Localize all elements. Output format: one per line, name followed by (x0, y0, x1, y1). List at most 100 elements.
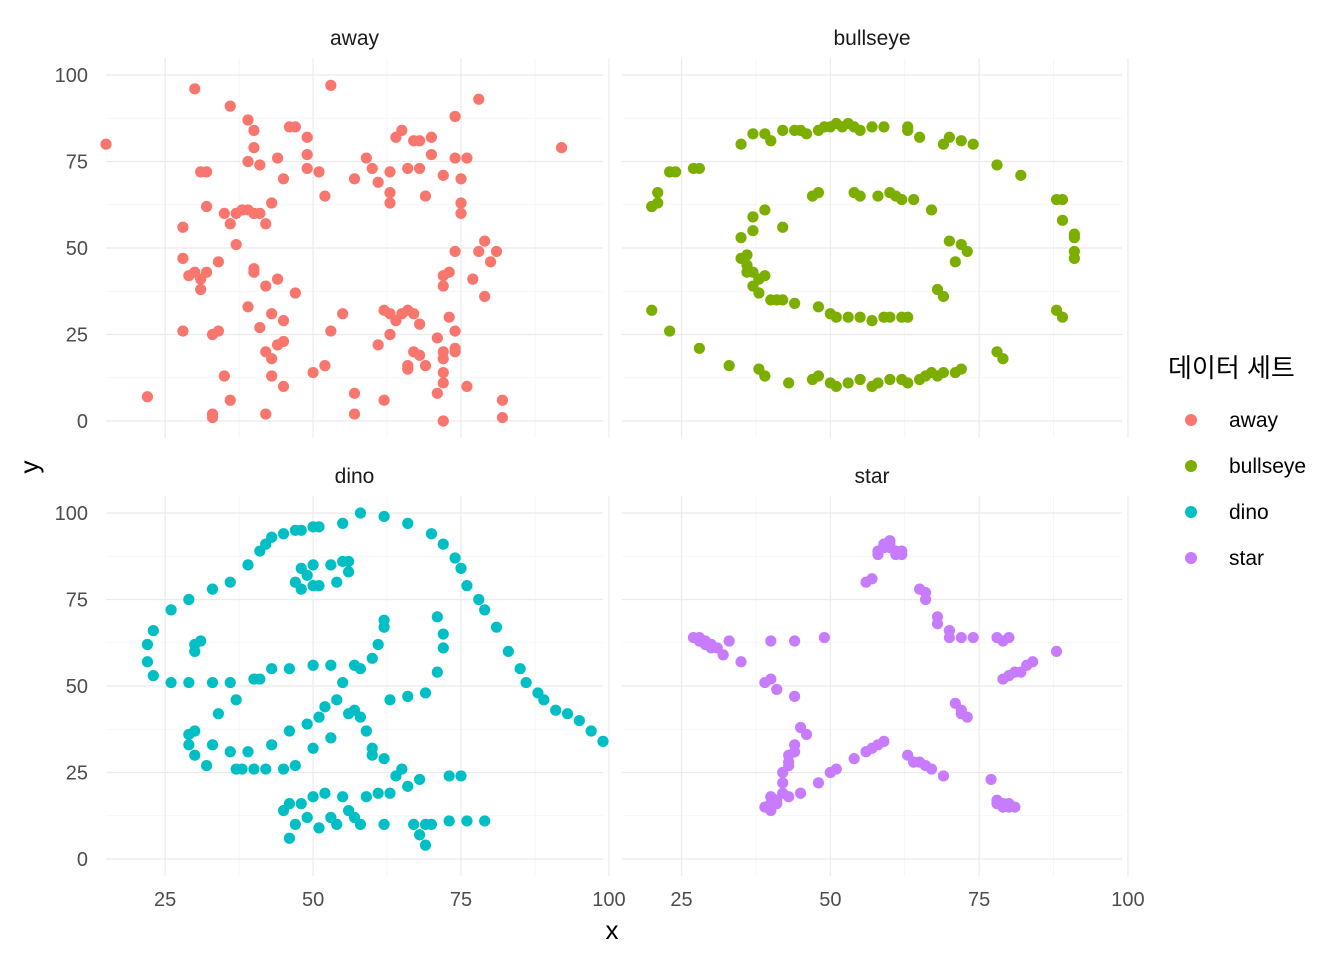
data-point (384, 187, 396, 199)
data-point (902, 124, 914, 136)
data-point (771, 683, 783, 696)
data-point (277, 763, 290, 775)
data-point (419, 190, 432, 202)
data-point (337, 308, 349, 320)
panel-title-bullseye: bullseye (833, 27, 910, 50)
data-point (277, 173, 290, 185)
data-point (283, 798, 296, 810)
data-point (597, 735, 609, 747)
data-point (783, 377, 795, 389)
data-point (224, 746, 236, 758)
data-point (266, 370, 278, 382)
data-point (378, 818, 390, 831)
data-point (777, 777, 789, 789)
data-point (878, 121, 890, 133)
x-tick-label: 75 (450, 889, 472, 911)
data-point (437, 628, 449, 640)
data-point (479, 290, 491, 303)
data-point (165, 676, 177, 689)
data-point (277, 528, 290, 540)
data-point (455, 173, 467, 185)
data-point (561, 708, 574, 720)
data-point (224, 218, 236, 230)
y-axis-title: y (14, 461, 44, 474)
data-point (646, 304, 658, 316)
data-point (449, 552, 461, 564)
data-point (141, 391, 154, 403)
data-point (555, 142, 568, 154)
data-point (189, 83, 201, 95)
data-point (307, 366, 319, 379)
data-point (437, 169, 449, 181)
y-tick-label: 75 (66, 590, 88, 612)
data-point (652, 187, 664, 199)
data-point (242, 114, 254, 126)
data-point (872, 377, 884, 389)
data-point (783, 791, 795, 803)
data-point (248, 124, 260, 136)
data-point (919, 593, 932, 606)
data-point (520, 676, 532, 689)
y-tick-label: 25 (66, 763, 88, 785)
data-point (431, 387, 443, 399)
data-point (467, 273, 479, 285)
data-point (177, 221, 189, 233)
data-point (735, 656, 747, 668)
data-point (842, 311, 854, 323)
data-point (431, 611, 443, 623)
x-tick-label: 100 (1111, 889, 1144, 911)
data-point (301, 131, 313, 143)
x-tick-label: 50 (819, 889, 841, 911)
data-point (283, 832, 296, 844)
data-point (461, 152, 473, 164)
data-point (289, 759, 301, 772)
data-point (896, 548, 908, 561)
data-point (366, 652, 378, 664)
data-point (878, 735, 890, 747)
data-point (248, 763, 260, 775)
data-point (402, 690, 414, 702)
data-point (443, 266, 455, 278)
data-point (183, 676, 195, 689)
data-point (419, 687, 432, 699)
data-point (455, 562, 467, 574)
data-point (224, 676, 236, 689)
data-point (985, 773, 997, 786)
data-point (212, 256, 225, 268)
data-point (1068, 232, 1080, 244)
y-tick-label: 0 (77, 411, 88, 433)
data-point (301, 569, 313, 581)
data-point (331, 576, 343, 588)
data-point (212, 325, 225, 337)
data-point (449, 110, 461, 123)
data-point (408, 135, 420, 147)
data-point (319, 701, 331, 713)
data-point (550, 704, 562, 716)
data-point (789, 690, 801, 702)
panel-title-star: star (854, 465, 889, 488)
data-point (437, 280, 449, 292)
data-point (354, 818, 367, 831)
data-point (378, 394, 390, 406)
data-point (747, 225, 759, 237)
data-point (896, 193, 908, 206)
data-point (735, 232, 747, 244)
data-point (854, 373, 866, 386)
data-point (402, 780, 414, 792)
data-point (437, 538, 449, 550)
legend-label: dino (1229, 501, 1269, 524)
y-tick-label: 0 (77, 849, 88, 871)
data-point (254, 673, 266, 685)
data-point (313, 822, 325, 834)
data-point (319, 190, 331, 202)
data-point (854, 311, 866, 323)
data-point (1068, 252, 1080, 264)
data-point (195, 283, 207, 296)
data-point (331, 694, 343, 706)
legend-label: bullseye (1229, 455, 1306, 478)
data-point (425, 528, 438, 540)
data-point (419, 360, 432, 372)
data-point (248, 266, 260, 278)
data-point (183, 593, 195, 606)
